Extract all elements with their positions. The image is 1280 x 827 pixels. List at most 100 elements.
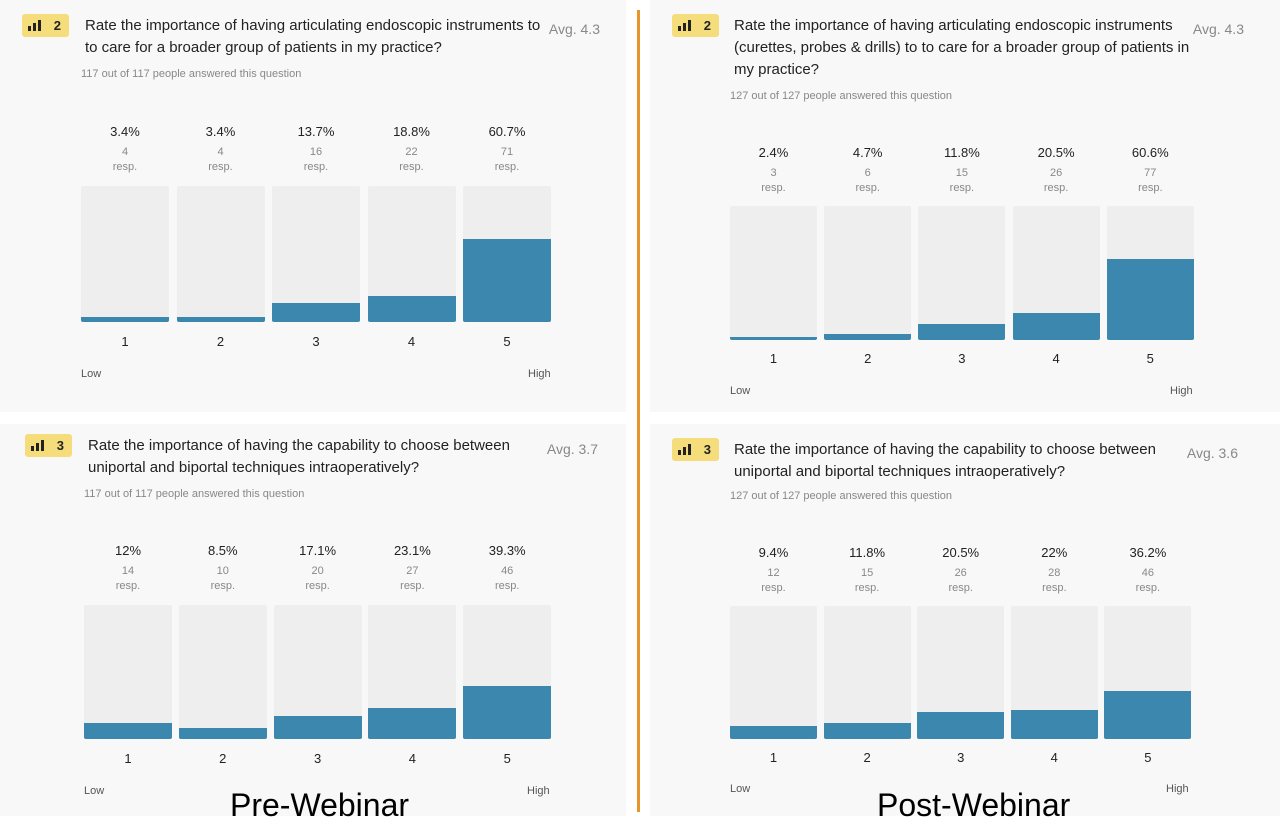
response-count: 71 resp. — [463, 145, 551, 175]
response-count-unit: resp. — [494, 580, 520, 592]
answered-count: 117 out of 117 people answered this ques… — [84, 488, 305, 500]
percent-label: 9.4% — [758, 545, 789, 560]
response-count-unit: resp. — [303, 161, 329, 173]
scale-high-label: High — [1170, 385, 1193, 397]
question-number-badge: 2 — [22, 14, 69, 37]
bar-track — [368, 605, 457, 739]
category-label: 3 — [958, 351, 966, 366]
bar-fill — [84, 723, 172, 739]
bar-fill — [81, 317, 169, 322]
percent-label: 13.7% — [297, 124, 335, 139]
response-count-number: 4 — [121, 146, 129, 158]
bar-fill — [918, 324, 1006, 340]
category-label: 2 — [863, 750, 871, 765]
response-count-number: 16 — [309, 146, 323, 158]
percent-label: 60.6% — [1131, 145, 1169, 160]
bar-fill — [367, 296, 456, 322]
response-count: 22 resp. — [368, 145, 456, 175]
response-count: 6 resp. — [824, 166, 911, 196]
category-label: 2 — [864, 351, 872, 366]
pre-webinar-caption: Pre-Webinar — [230, 787, 410, 823]
scale-low-label: Low — [81, 368, 102, 380]
scale-low-label: Low — [84, 785, 105, 797]
average-score: Avg. 3.6 — [1186, 445, 1238, 461]
percent-label: 60.7% — [488, 124, 526, 139]
response-count: 28 resp. — [1011, 566, 1098, 596]
response-count: 27 resp. — [368, 564, 456, 594]
response-count-number: 46 — [501, 565, 514, 577]
category-label: 2 — [216, 334, 225, 349]
response-count-number: 27 — [406, 565, 419, 577]
category-label: 1 — [121, 334, 129, 349]
response-count-number: 71 — [500, 146, 514, 158]
bar-track — [273, 605, 362, 739]
percent-label: 2.4% — [758, 145, 789, 160]
response-count: 4 resp. — [177, 145, 265, 175]
question-number: 2 — [53, 18, 61, 33]
percent-label: 11.8% — [943, 145, 980, 160]
bar-track — [84, 605, 172, 739]
category-label: 4 — [408, 751, 416, 766]
bar-fill — [1010, 710, 1098, 739]
scale-high-label: High — [1166, 783, 1189, 795]
response-count-number: 20 — [311, 565, 324, 577]
response-count-number: 6 — [864, 167, 871, 179]
bar-fill — [730, 726, 817, 739]
bar-track — [463, 605, 552, 739]
bar-track — [1106, 206, 1194, 340]
response-count-unit: resp. — [855, 182, 880, 194]
bar-chart-icon — [678, 20, 692, 31]
response-count: 15 resp. — [918, 166, 1005, 196]
response-count-unit: resp. — [112, 161, 138, 173]
response-count: 12 resp. — [730, 566, 817, 596]
response-count: 20 resp. — [274, 564, 362, 594]
question-text: Rate the importance of having articulati… — [85, 17, 541, 56]
section-divider — [637, 10, 640, 812]
category-label: 4 — [407, 334, 416, 349]
category-label: 5 — [503, 751, 511, 766]
bar-track — [176, 186, 265, 322]
response-count: 77 resp. — [1107, 166, 1194, 196]
bar-track — [917, 606, 1005, 739]
category-label: 2 — [219, 751, 227, 766]
bar-fill — [1106, 259, 1194, 340]
response-count-unit: resp. — [948, 582, 973, 594]
response-count: 26 resp. — [917, 566, 1004, 596]
question-number: 3 — [703, 442, 711, 457]
response-count-number: 26 — [1049, 167, 1063, 179]
response-count-unit: resp. — [949, 182, 975, 194]
answered-count: 127 out of 127 people answered this ques… — [730, 90, 952, 102]
response-count-unit: resp. — [399, 161, 424, 173]
question-number: 2 — [703, 18, 711, 33]
category-label: 1 — [769, 351, 778, 366]
bar-track — [823, 606, 911, 739]
percent-label: 20.5% — [942, 545, 980, 560]
answered-count: 127 out of 127 people answered this ques… — [730, 490, 952, 502]
percent-label: 18.8% — [393, 124, 430, 139]
response-count: 46 resp. — [1104, 566, 1191, 596]
survey-card-pre-q2: 2 Rate the importance of having articula… — [0, 0, 626, 412]
bar-fill — [272, 303, 360, 322]
average-score: Avg. 4.3 — [548, 21, 600, 37]
survey-card-post-q2: 2 Rate the importance of having articula… — [650, 0, 1280, 412]
response-count-number: 10 — [216, 565, 229, 577]
bar-track — [918, 206, 1006, 340]
category-label: 4 — [1052, 351, 1060, 366]
response-count-number: 28 — [1048, 567, 1061, 579]
scale-low-label: Low — [730, 783, 751, 795]
question-text: Rate the importance of having the capabi… — [88, 437, 510, 476]
survey-card-pre-q3: 3 Rate the importance of having the capa… — [0, 424, 626, 816]
bar-track — [178, 605, 267, 739]
bar-fill — [368, 708, 457, 739]
bar-track — [367, 186, 456, 322]
bar-track — [1010, 606, 1098, 739]
response-count-number: 12 — [767, 567, 780, 579]
response-count: 15 resp. — [824, 566, 911, 596]
question-number: 3 — [56, 438, 64, 453]
response-count: 16 resp. — [272, 145, 360, 175]
percent-label: 3.4% — [110, 124, 140, 139]
bar-fill — [730, 337, 817, 340]
percent-label: 11.8% — [849, 545, 886, 560]
percent-label: 8.5% — [207, 543, 238, 558]
average-score: Avg. 3.7 — [546, 441, 598, 457]
